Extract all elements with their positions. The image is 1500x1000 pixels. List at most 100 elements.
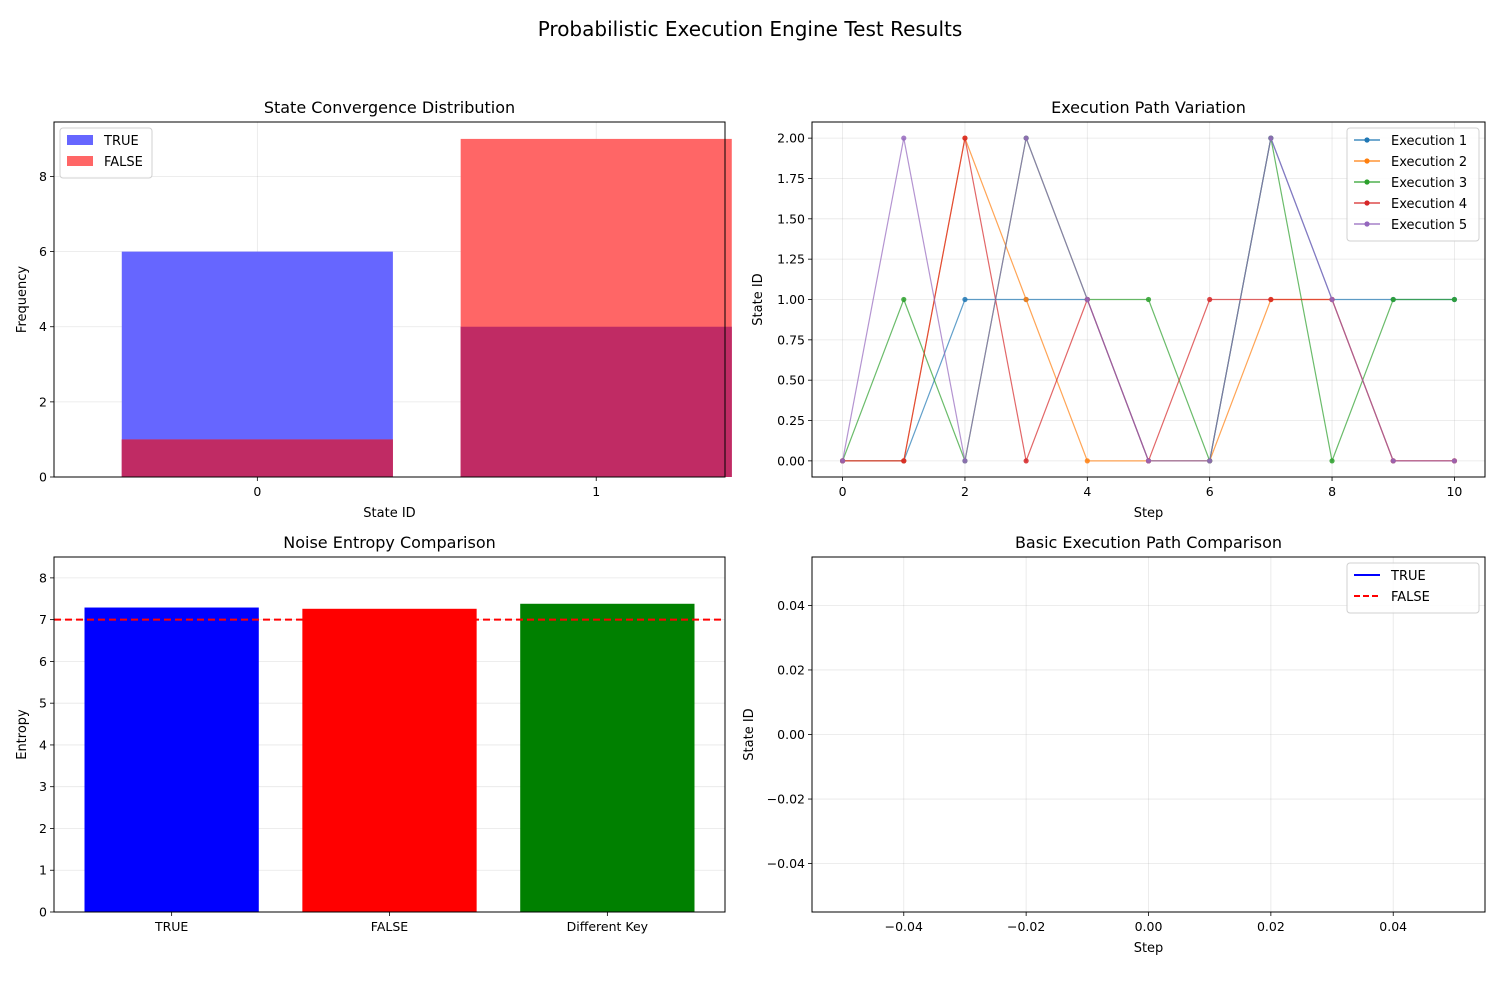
data-point [962,296,968,303]
y-tick-label: 2 [39,394,47,409]
legend-swatch [67,156,93,166]
y-tick-label: 5 [39,696,47,711]
y-tick-label: 0.50 [777,373,805,388]
data-point [901,296,907,303]
x-tick-label: Different Key [567,919,649,934]
axes-frame [811,556,1486,913]
legend-entry: TRUE [1390,569,1426,584]
legend-entry: FALSE [1391,590,1430,605]
y-axis-label: State ID [751,273,766,325]
data-point [1145,296,1152,303]
bar-overlap [121,439,393,477]
y-tick-label: 2.00 [777,131,805,146]
y-axis-label: State ID [742,708,757,760]
data-point [1390,458,1396,464]
data-point [1329,296,1335,303]
panel-title: Execution Path Variation [1051,98,1246,117]
x-tick-label: 4 [1083,484,1091,499]
y-tick-label: 0.04 [777,598,805,613]
y-tick-label: 4 [39,319,47,334]
axes-frame [53,121,726,478]
y-axis-label: Frequency [15,266,30,333]
panel-title: Basic Execution Path Comparison [1015,533,1282,552]
x-axis-label: Step [1134,506,1164,521]
x-tick-label: 0.04 [1379,919,1407,934]
legend-marker [1364,179,1370,185]
axes-frame [53,556,726,913]
data-point [1207,458,1213,464]
x-tick-label: 0 [839,484,847,499]
y-tick-label: 1.75 [777,171,805,186]
data-point [901,458,907,464]
y-tick-label: 1.50 [777,211,805,226]
legend-entry: Execution 3 [1391,176,1467,191]
data-point [1084,296,1090,303]
data-point [1329,458,1335,464]
y-axis-label: Entropy [15,709,30,760]
data-point [1390,296,1396,303]
y-tick-label: 1.25 [777,252,805,267]
data-point [901,135,907,141]
legend-marker [1364,221,1370,227]
y-tick-label: 2 [39,821,47,836]
legend-entry: Execution 5 [1391,218,1467,233]
panel-title: Noise Entropy Comparison [283,533,496,552]
bar-overlap [460,326,732,477]
legend-entry: FALSE [104,155,143,170]
noise-entropy-panel: Noise Entropy Comparison Entropy 0 1 2 3 4 5 6 7 8… [15,533,726,934]
data-point [1268,135,1274,141]
y-tick-label: 0.25 [777,413,805,428]
x-tick-label: −0.04 [885,919,923,934]
x-tick-label: 0.02 [1257,919,1285,934]
legend-box [1346,127,1480,242]
series-execution-5 [839,135,1458,464]
y-tick-label: 7 [39,612,47,627]
y-tick-label: 6 [39,654,47,669]
axes-frame [811,121,1486,478]
data-point [962,135,968,141]
state-convergence-panel: State Convergence Distribution State ID Fr… [15,98,732,521]
y-tick-label: 1 [39,863,47,878]
legend: TRUE FALSE [1346,562,1480,614]
legend-entry: Execution 4 [1391,197,1467,212]
y-tick-label: 0 [39,905,47,920]
data-point [1023,135,1029,141]
x-tick-label: FALSE [371,919,408,934]
x-axis-label: Step [1134,941,1164,956]
y-tick-label: 0.00 [777,727,805,742]
data-point [1268,296,1274,303]
x-tick-label: −0.02 [1007,919,1045,934]
legend: TRUE FALSE [59,127,153,179]
y-tick-label: 3 [39,779,47,794]
data-point [1084,458,1090,464]
legend-entry: Execution 2 [1391,155,1467,170]
y-tick-label: −0.04 [767,856,805,871]
x-tick-label: 6 [1206,484,1214,499]
x-tick-label: 0 [253,484,261,499]
bar-false [302,608,477,912]
legend: Execution 1 Execution 2 Execution 3 Executi… [1346,127,1480,242]
legend-marker [1364,158,1370,164]
bar-different-key [520,603,695,912]
x-tick-label: 2 [961,484,969,499]
y-tick-label: −0.02 [767,792,805,807]
legend-marker [1364,137,1370,143]
x-tick-label: TRUE [154,919,188,934]
data-point [1451,458,1458,464]
data-point [1451,296,1458,303]
x-tick-label: 8 [1328,484,1336,499]
y-tick-label: 0.75 [777,332,805,347]
x-tick-label: 1 [592,484,600,499]
data-point [962,458,968,464]
data-point [839,458,846,464]
legend-entry: Execution 1 [1391,134,1467,149]
y-tick-label: 1.00 [777,292,805,307]
y-tick-label: 0 [39,470,47,485]
data-point [1207,296,1213,303]
bar-true [84,607,259,912]
execution-path-panel: Execution Path Variation Step State ID 0.00… [751,98,1486,521]
legend-marker [1364,200,1370,206]
basic-path-panel: Basic Execution Path Comparison Step State… [742,533,1486,956]
y-tick-label: 8 [39,169,47,184]
